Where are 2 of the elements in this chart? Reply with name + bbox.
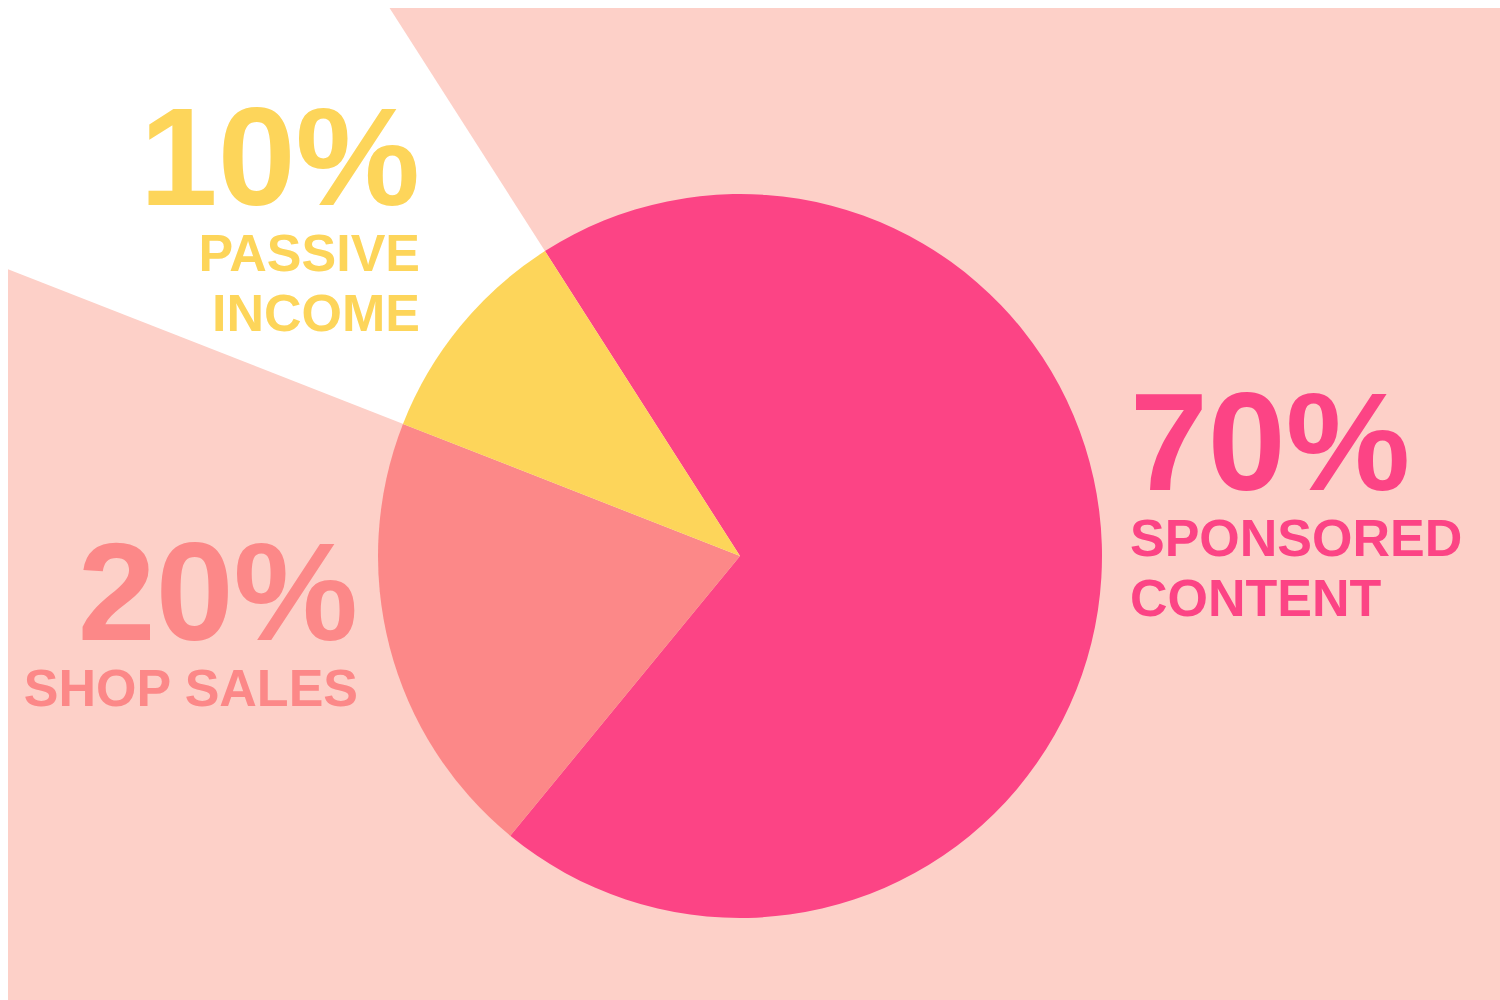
pie-slice — [510, 194, 1102, 918]
pie-slice — [378, 423, 740, 836]
